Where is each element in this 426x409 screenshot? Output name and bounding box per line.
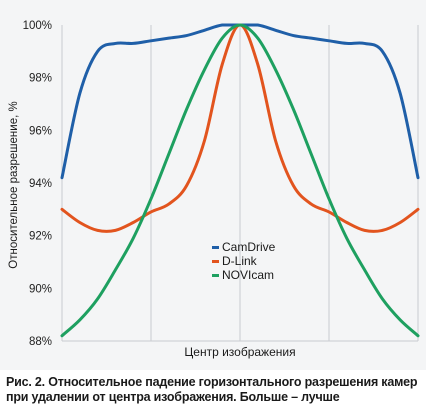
legend-item: NOVIcam [212, 268, 275, 282]
y-tick-label: 88% [29, 336, 52, 348]
y-tick-label: 92% [29, 231, 52, 243]
legend-item: D-Link [212, 254, 275, 268]
y-tick-label: 96% [29, 125, 52, 137]
y-tick-label: 100% [23, 20, 52, 32]
legend-swatch [212, 259, 219, 263]
legend-swatch [212, 245, 219, 249]
legend-item: CamDrive [212, 240, 275, 254]
legend-label: CamDrive [222, 240, 276, 254]
y-axis-label: Относительное разрешение, % [8, 101, 20, 269]
plot-panel [0, 0, 426, 370]
y-tick-label: 90% [29, 283, 52, 295]
legend-swatch [212, 273, 219, 277]
figure-caption: Рис. 2. Относительное падение горизонтал… [6, 375, 418, 404]
y-tick-label: 98% [29, 73, 52, 85]
series-line-novicam [60, 23, 420, 338]
y-tick-label: 94% [29, 178, 52, 190]
chart-legend: CamDrive D-Link NOVIcam [212, 240, 275, 282]
legend-label: D-Link [222, 254, 257, 268]
x-axis-label: Центр изображения [184, 345, 296, 359]
legend-label: NOVIcam [222, 268, 275, 282]
line-chart: 88% 90% 92% 94% 96% 98% 100% [23, 20, 420, 348]
